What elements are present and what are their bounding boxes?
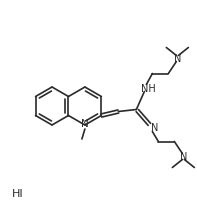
Text: N: N	[151, 123, 158, 133]
Text: NH: NH	[141, 84, 156, 93]
Text: N: N	[174, 54, 181, 63]
Text: N: N	[81, 119, 89, 129]
Text: HI: HI	[12, 189, 24, 199]
Text: N: N	[180, 151, 187, 162]
